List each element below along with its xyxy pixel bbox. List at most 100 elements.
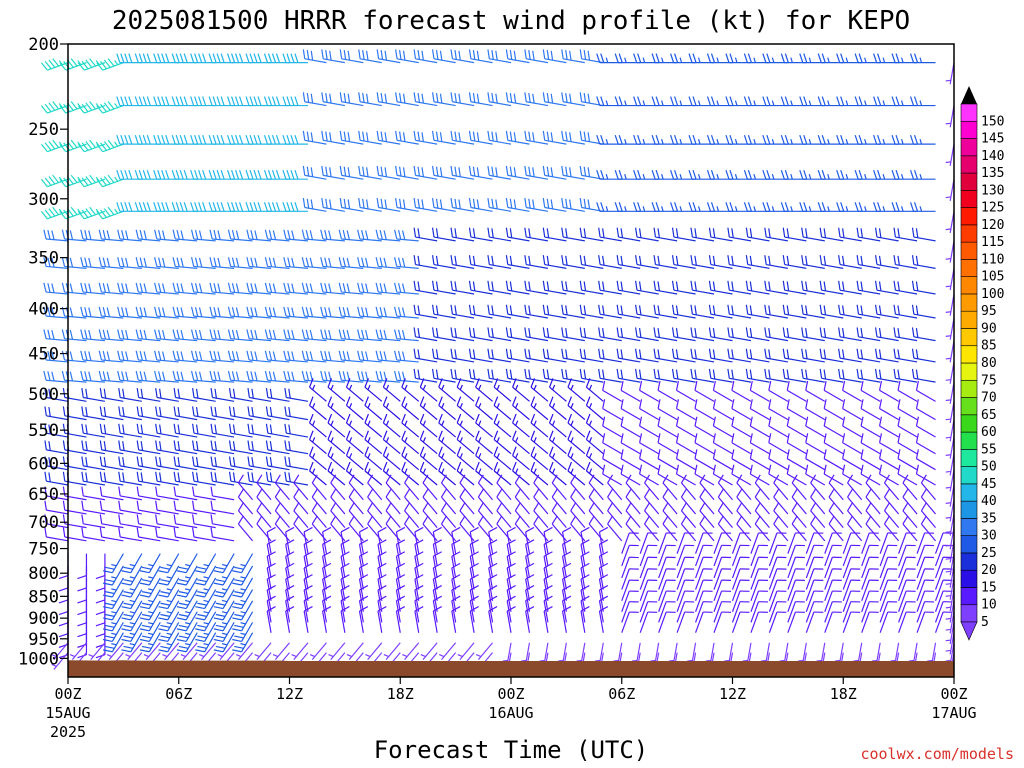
barb-feather	[165, 53, 170, 63]
barb-feather	[542, 165, 546, 176]
wind-barb	[551, 474, 567, 501]
barb-feather	[120, 170, 125, 180]
barb-feather	[599, 585, 609, 591]
wind-barb	[440, 502, 457, 529]
wind-barb	[158, 611, 180, 632]
barb-feather	[178, 624, 189, 628]
barb-feather	[491, 349, 494, 359]
barb-staff	[658, 557, 667, 579]
wind-barb	[395, 198, 419, 212]
barb-feather	[694, 328, 697, 338]
wind-barb	[61, 229, 87, 242]
barb-feather	[176, 257, 180, 267]
barb-feather	[509, 349, 513, 359]
wind-barb	[662, 474, 678, 501]
barb-feather	[342, 283, 346, 293]
barb-feather	[265, 471, 269, 482]
barb-feather	[325, 166, 328, 177]
wind-barb	[176, 565, 198, 586]
barb-feather	[766, 170, 771, 180]
barb-feather	[731, 349, 734, 359]
wind-barb	[136, 440, 161, 455]
barb-feather	[310, 199, 314, 209]
barb-feather	[694, 380, 698, 391]
wind-barb	[190, 257, 216, 269]
wind-barb	[414, 585, 424, 612]
wind-barb	[506, 606, 516, 633]
barb-feather	[328, 230, 332, 240]
barb-feather	[123, 566, 133, 570]
wind-barb	[505, 49, 530, 64]
wind-barb	[413, 327, 438, 342]
barb-feather	[359, 539, 369, 545]
barb-feather	[142, 134, 147, 145]
wind-barb	[561, 585, 572, 612]
barb-feather	[583, 328, 587, 338]
wind-barb	[598, 255, 622, 269]
barb-feather	[197, 566, 207, 570]
barb-feather	[694, 416, 698, 427]
barb-feather	[694, 449, 698, 459]
barb-feather	[548, 396, 554, 406]
barb-feather	[140, 407, 144, 417]
barb-half-feather	[734, 138, 738, 145]
barb-feather	[671, 304, 675, 315]
wind-barb	[172, 370, 198, 383]
barb-feather	[505, 130, 509, 141]
barb-feather	[154, 257, 158, 267]
wind-barb	[639, 449, 659, 471]
wind-barb	[173, 500, 198, 515]
barb-feather	[48, 59, 56, 68]
wind-barb	[376, 165, 401, 180]
barb-staff	[311, 482, 327, 501]
barb-feather	[135, 306, 139, 317]
wind-barb	[598, 574, 609, 601]
barb-feather	[195, 424, 199, 435]
wind-barb	[121, 553, 143, 574]
barb-staff	[598, 600, 604, 623]
barb-feather	[125, 230, 129, 240]
barb-feather	[301, 306, 306, 317]
wind-barb	[657, 464, 678, 486]
wind-barb	[690, 304, 715, 319]
barb-staff	[625, 482, 641, 501]
barb-staff	[750, 601, 760, 623]
wind-barb	[708, 280, 733, 295]
barb-staff	[496, 510, 512, 529]
barb-half-feather	[605, 206, 609, 212]
wind-barb	[551, 502, 567, 529]
barb-feather	[749, 281, 753, 291]
barb-feather	[234, 613, 244, 617]
barb-feather	[117, 350, 121, 361]
wind-barb	[385, 488, 401, 515]
barb-feather	[122, 441, 125, 451]
barb-feather	[139, 606, 150, 610]
barb-half-feather	[668, 659, 675, 662]
wind-barb	[676, 611, 695, 633]
barb-feather	[210, 406, 214, 416]
barb-feather	[488, 574, 498, 580]
barb-feather	[213, 257, 217, 267]
barb-feather	[348, 488, 355, 498]
barb-staff	[639, 389, 659, 402]
barb-feather	[472, 50, 476, 60]
barb-feather	[235, 134, 240, 145]
barb-staff	[422, 496, 438, 515]
barb-feather	[614, 202, 619, 212]
wind-barb	[155, 486, 179, 501]
barb-half-feather	[203, 599, 209, 603]
barb-feather	[620, 464, 624, 475]
barb-feather	[43, 329, 47, 339]
wind-barb	[431, 92, 456, 107]
wind-barb	[256, 488, 272, 515]
barb-feather	[493, 430, 499, 440]
barb-feather	[384, 50, 388, 61]
barb-feather	[125, 330, 129, 340]
barb-feather	[339, 49, 343, 59]
barb-half-feather	[404, 384, 408, 391]
barb-feather	[190, 202, 195, 212]
barb-feather	[551, 474, 558, 484]
barb-half-feather	[552, 420, 556, 426]
wind-barb	[731, 601, 750, 623]
wind-barb	[209, 370, 235, 383]
